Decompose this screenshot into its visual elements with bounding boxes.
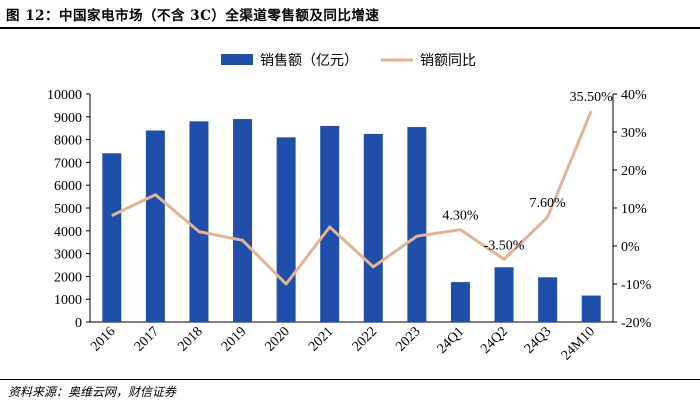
legend-label-sales: 销售额（亿元） [260, 53, 358, 69]
title-divider [0, 27, 700, 29]
data-label-24Q3: 7.60% [530, 196, 567, 211]
bar-2021 [320, 125, 340, 322]
bar-2020 [276, 137, 296, 322]
data-labels: 4.30% -3.50% 7.60% 35.50% [442, 90, 613, 253]
left-tick-label: 3000 [54, 248, 82, 263]
bar-24Q1 [450, 282, 470, 322]
right-tick-label: -10% [621, 278, 652, 293]
left-tick-label: 1000 [54, 293, 82, 308]
x-tick-label: 2017 [132, 324, 162, 354]
bar-2022 [363, 133, 383, 322]
x-tick-label: 24M10 [559, 324, 598, 363]
left-tick-label: 2000 [54, 270, 82, 285]
bar-2016 [102, 153, 122, 322]
right-tick-label: 20% [621, 164, 647, 179]
x-tick-label: 24Q2 [478, 324, 511, 357]
source-note: 资料来源：奥维云网，财信证券 [8, 385, 177, 399]
x-axis-ticks: 2016 2017 2018 2019 2020 2021 2022 2023 24Q1 24Q2… [88, 324, 598, 363]
bar-2017 [145, 130, 165, 322]
line-series [111, 110, 593, 286]
left-tick-label: 9000 [54, 111, 82, 126]
left-tick-label: 10000 [47, 88, 82, 103]
bar-series [102, 119, 601, 322]
right-axis-ticks: -20% -10% 0% 10% 20% 30% 40% [613, 88, 652, 331]
bar-2019 [233, 119, 253, 322]
legend: 销售额（亿元） 销额同比 [221, 53, 476, 69]
x-tick-label: 2016 [88, 324, 118, 354]
x-tick-label: 2021 [306, 324, 336, 354]
left-tick-label: 6000 [54, 179, 82, 194]
chart-canvas: 销售额（亿元） 销额同比 0 1000 2000 3000 4000 5000 6000 70… [47, 53, 652, 363]
legend-swatch-sales [221, 54, 253, 65]
legend-label-yoy: 销额同比 [420, 53, 476, 69]
left-tick-label: 4000 [54, 225, 82, 240]
left-tick-label: 5000 [54, 202, 82, 217]
source-divider [0, 379, 700, 380]
left-axis-ticks: 0 1000 2000 3000 4000 5000 6000 7000 8000 9000 100… [47, 88, 90, 331]
bar-24Q2 [494, 267, 514, 322]
chart-title: 图 12：中国家电市场（不含 3C）全渠道零售额及同比增速 [6, 8, 380, 24]
data-label-24Q1: 4.30% [442, 209, 479, 224]
x-tick-label: 2020 [263, 324, 293, 354]
data-label-24Q2: -3.50% [484, 238, 525, 253]
bar-2023 [407, 127, 427, 322]
x-tick-label: 2019 [219, 324, 249, 354]
data-label-24M10: 35.50% [570, 90, 614, 105]
x-tick-label: 24Q3 [522, 324, 555, 357]
left-tick-label: 7000 [54, 156, 82, 171]
right-tick-label: 10% [621, 202, 647, 217]
right-tick-label: 40% [621, 88, 647, 103]
x-tick-label: 2018 [175, 324, 205, 354]
right-tick-label: -20% [621, 316, 652, 331]
x-tick-label: 2023 [393, 324, 423, 354]
left-tick-label: 0 [75, 316, 82, 331]
yoy-line [111, 110, 593, 286]
bar-24M10 [581, 295, 601, 322]
x-tick-label: 2022 [350, 324, 380, 354]
right-tick-label: 0% [621, 240, 640, 255]
bar-24Q3 [538, 277, 558, 322]
x-tick-label: 24Q1 [435, 324, 468, 357]
left-tick-label: 8000 [54, 134, 82, 149]
right-tick-label: 30% [621, 126, 647, 141]
bar-2018 [189, 121, 209, 322]
